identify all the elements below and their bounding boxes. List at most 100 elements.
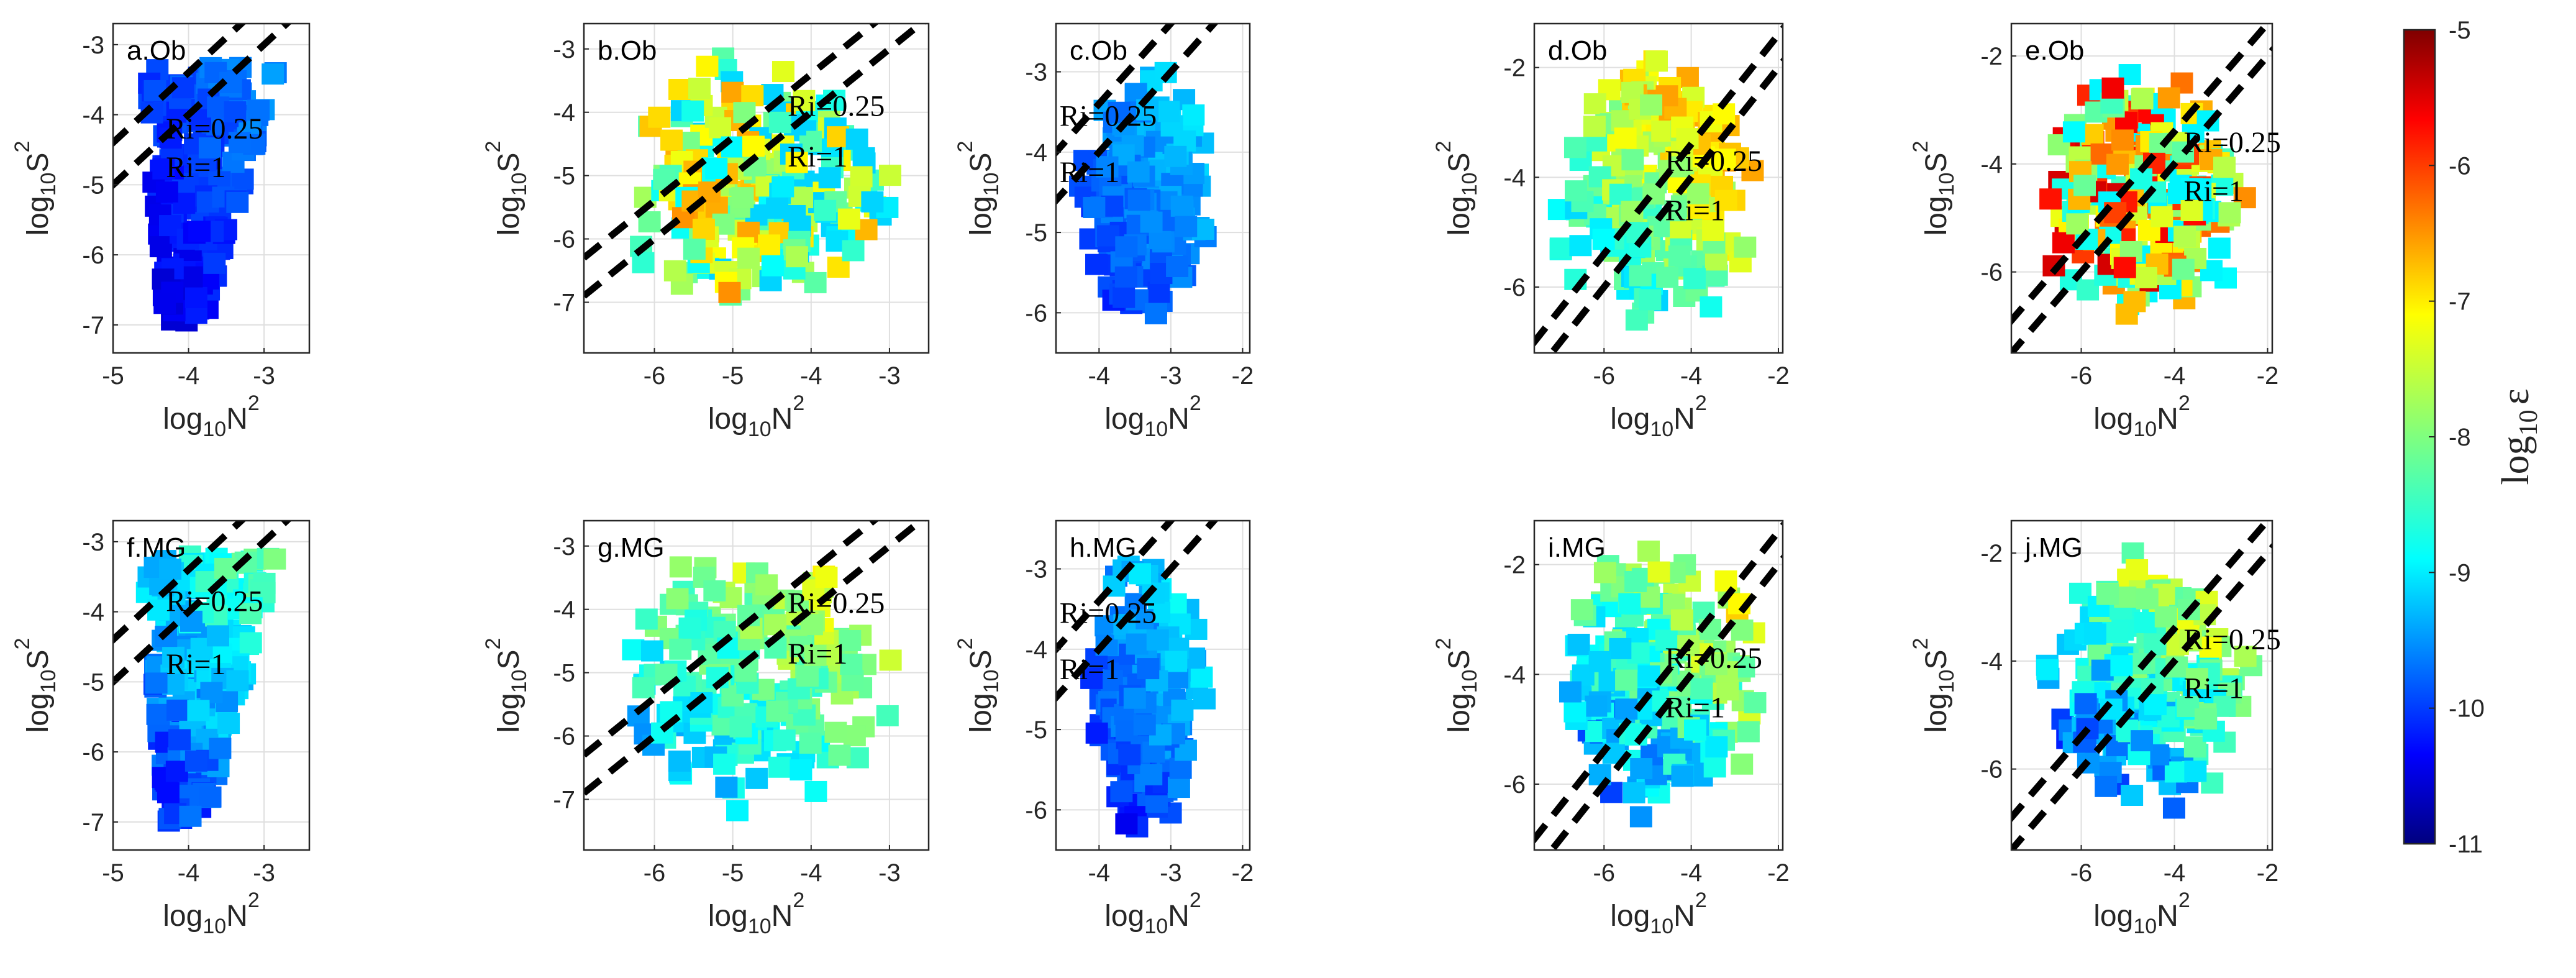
colorbar-tick-label: -6	[2449, 152, 2471, 180]
axis-title-part: N	[2157, 900, 2178, 933]
data-point	[745, 767, 768, 789]
y-axis-title: log10S2	[481, 141, 531, 236]
colorbar-tick-label: -10	[2449, 695, 2485, 723]
data-point	[852, 147, 875, 168]
data-point	[206, 625, 229, 647]
axis-title-part: 10	[37, 670, 60, 693]
x-tick-label: -4	[178, 859, 200, 887]
ri-0.25-line	[584, 24, 880, 262]
axis-title-part: S	[1920, 153, 1953, 173]
data-point	[785, 152, 808, 173]
ri-0.25-line	[1534, 521, 1783, 844]
data-point	[709, 117, 732, 139]
y-tick-label: -5	[82, 669, 104, 696]
data-point	[1559, 681, 1582, 703]
data-point	[622, 639, 645, 660]
data-point	[1137, 658, 1160, 680]
data-point	[1567, 633, 1590, 655]
axis-title-part: S	[965, 650, 998, 670]
colorbar-tick-label: -7	[2449, 288, 2471, 316]
data-point	[198, 137, 221, 159]
colorbar-tick-label: -9	[2449, 559, 2471, 587]
data-point	[2184, 761, 2207, 782]
data-point	[2036, 659, 2059, 680]
data-point	[726, 800, 749, 821]
x-axis-title: log10N2	[1610, 391, 1706, 441]
axis-title-part: N	[771, 403, 793, 436]
data-point	[179, 805, 202, 827]
data-point	[773, 729, 796, 751]
axes-frame	[1533, 519, 1784, 851]
axis-title-part: 2	[2178, 391, 2190, 415]
data-point	[2172, 258, 2195, 280]
data-point	[713, 753, 736, 775]
data-point	[640, 640, 663, 662]
data-point	[1126, 633, 1149, 655]
y-tick-label: -2	[1980, 540, 2003, 567]
y-tick-label: -6	[1025, 299, 1047, 327]
y-tick-label: -7	[82, 809, 104, 836]
panel-label: b.Ob	[598, 35, 657, 66]
axis-title-part: N	[771, 900, 793, 933]
axis-title-part: S	[1443, 153, 1476, 173]
data-point	[184, 286, 207, 308]
y-tick-label: -6	[1503, 274, 1526, 301]
data-point	[814, 199, 837, 221]
ri-1-label: Ri=1	[1060, 156, 1119, 189]
data-point	[153, 293, 176, 314]
tick-labels: -6 -4 -2 -2 -4 -6	[1980, 43, 2278, 390]
ri-1-label: Ri=1	[166, 151, 225, 184]
data-point	[1656, 267, 1679, 288]
x-axis-title: log10N2	[2093, 889, 2190, 938]
reference-lines	[584, 24, 927, 301]
data-point	[1702, 220, 1725, 242]
data-point	[2131, 88, 2154, 110]
data-point	[2213, 695, 2236, 717]
axis-title-part: 10	[1935, 670, 1959, 693]
y-axis-title: log10S2	[1909, 141, 1959, 236]
data-point	[2096, 583, 2119, 605]
data-point	[1684, 719, 1707, 741]
ri-0.25-line	[1534, 24, 1783, 347]
data-point	[1651, 121, 1674, 142]
ri-1-line	[113, 521, 292, 687]
data-point	[688, 78, 711, 99]
data-point	[818, 167, 841, 189]
data-point	[1569, 235, 1592, 257]
data-point	[703, 580, 726, 601]
data-point	[1593, 562, 1616, 583]
data-point	[1637, 665, 1660, 687]
data-point	[1621, 149, 1644, 171]
data-point	[1570, 599, 1593, 621]
data-point	[2091, 659, 2114, 681]
data-point	[1118, 744, 1141, 765]
data-point	[758, 234, 781, 256]
data-point	[1171, 699, 1194, 721]
data-point	[1193, 688, 1216, 710]
axis-title-part: 2	[11, 141, 34, 153]
data-point	[1083, 196, 1106, 218]
panel-f: -5 -4 -3-3-4-5-6-7log10N2log10S2f.MGRi=0.2…	[11, 519, 311, 938]
panel-label: a.Ob	[127, 35, 186, 66]
axes-frame	[2010, 22, 2273, 354]
x-axis-title: log10N2	[708, 889, 804, 938]
ri-1-line	[113, 24, 292, 190]
data-point	[217, 713, 240, 734]
data-point	[1625, 309, 1648, 331]
data-point	[1637, 541, 1660, 562]
ri-1-label: Ri=1	[788, 140, 847, 173]
axis-title-part: N	[1673, 900, 1695, 933]
tick-labels: -6 -4 -2 -2 -4 -6	[1503, 552, 1789, 887]
data-points	[2039, 64, 2256, 325]
x-axis-title: log10N2	[1104, 391, 1201, 441]
data-point	[683, 239, 706, 260]
x-axis-title: log10N2	[1610, 889, 1706, 938]
x-tick-label: -5	[102, 362, 124, 390]
data-point	[2062, 121, 2085, 143]
data-point	[199, 786, 222, 808]
axis-title-part: 2	[1695, 889, 1707, 912]
data-point	[2136, 588, 2159, 610]
data-point	[2134, 267, 2157, 288]
axis-title-part: 10	[1458, 670, 1481, 693]
axis-title-part: log	[965, 196, 998, 235]
